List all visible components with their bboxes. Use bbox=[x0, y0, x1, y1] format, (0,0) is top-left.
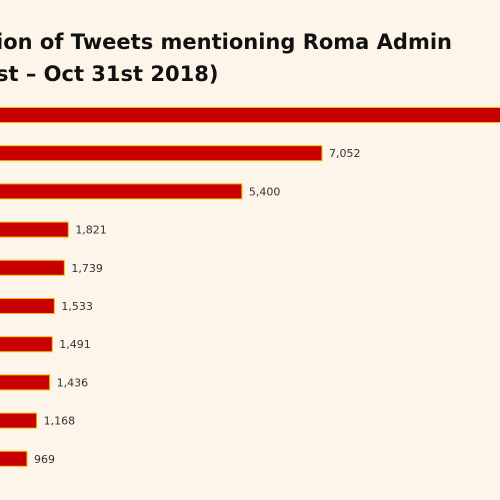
chart-title-line-2: st – Oct 31st 2018) bbox=[0, 62, 219, 86]
bar-value-label-6: 1,533 bbox=[61, 300, 93, 313]
bar-4 bbox=[0, 221, 69, 238]
bar-value-label-2: 7,052 bbox=[329, 147, 361, 160]
bar-1 bbox=[0, 107, 500, 123]
bar-value-label-10: 969 bbox=[34, 453, 55, 466]
chart-title-line-1: ion of Tweets mentioning Roma Admin bbox=[0, 30, 452, 54]
bar-6 bbox=[0, 298, 55, 314]
bar-3 bbox=[0, 183, 243, 200]
bar-value-label-9: 1,168 bbox=[44, 415, 76, 428]
bar-9 bbox=[0, 412, 38, 429]
bar-value-label-4: 1,821 bbox=[75, 224, 107, 237]
bar-value-label-5: 1,739 bbox=[71, 262, 103, 275]
bar-value-label-7: 1,491 bbox=[59, 338, 91, 351]
bar-value-label-3: 5,400 bbox=[249, 185, 281, 198]
bar-2 bbox=[0, 145, 323, 162]
chart-title: ion of Tweets mentioning Roma Admin st –… bbox=[0, 26, 452, 90]
bar-5 bbox=[0, 259, 65, 276]
bar-value-label-8: 1,436 bbox=[57, 376, 89, 389]
bar-10 bbox=[0, 450, 28, 467]
bar-7 bbox=[0, 336, 53, 353]
bar-8 bbox=[0, 374, 51, 391]
